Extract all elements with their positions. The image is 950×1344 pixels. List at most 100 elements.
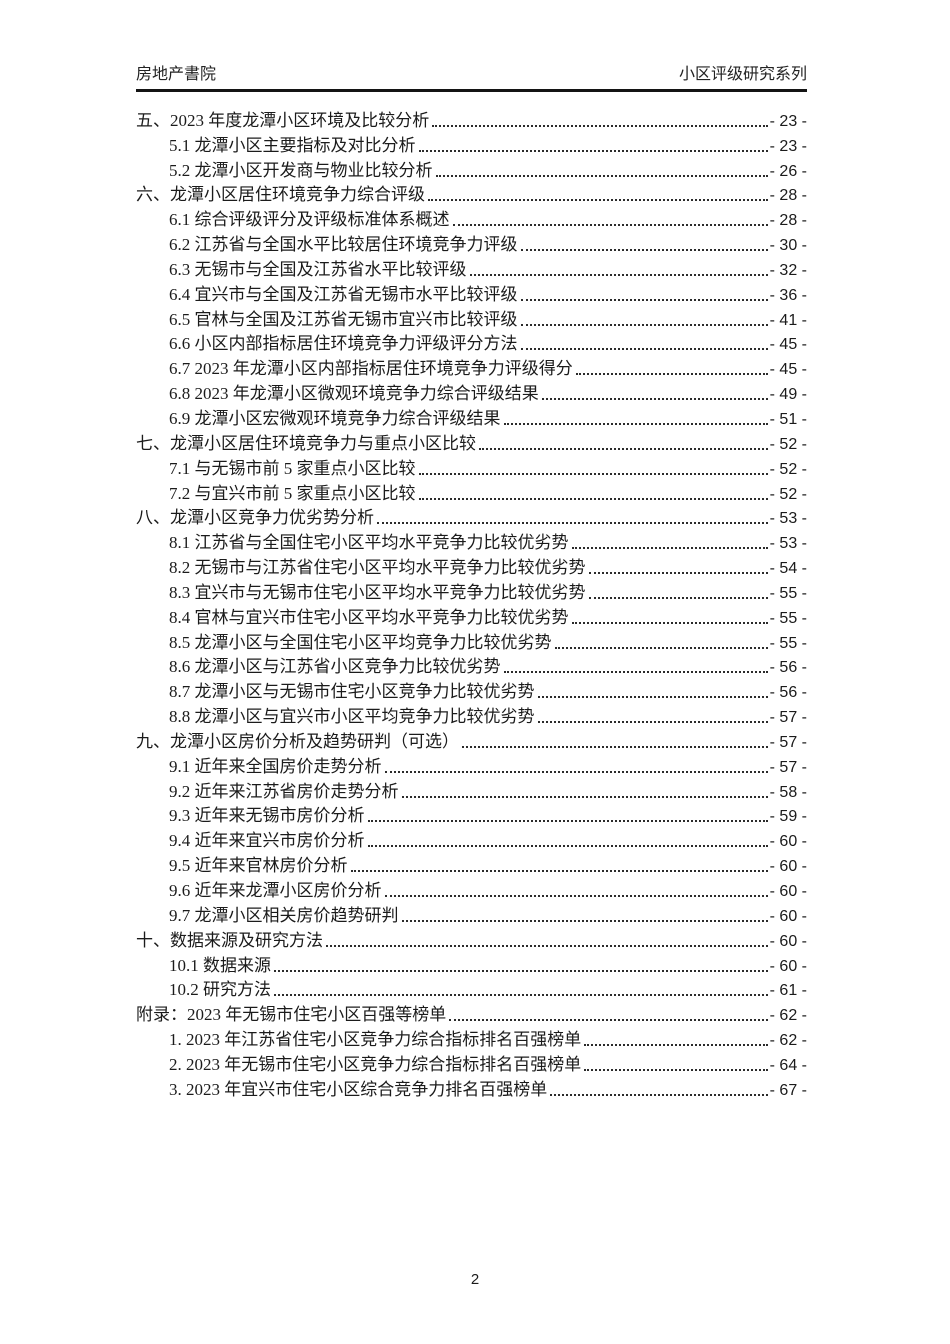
toc-entry[interactable]: 六、龙潭小区居住环境竞争力综合评级 - 28 - bbox=[136, 181, 807, 206]
toc-entry[interactable]: 6.7 2023 年龙潭小区内部指标居住环境竞争力评级得分 - 45 - bbox=[136, 354, 807, 379]
toc-entry[interactable]: 10.2 研究方法 - 61 - bbox=[136, 976, 807, 1001]
toc-entry-label: 10.2 研究方法 bbox=[169, 980, 271, 1000]
toc-entry-label: 附录：2023 年无锡市住宅小区百强等榜单 bbox=[136, 1005, 447, 1025]
toc-entry[interactable]: 9.4 近年来宜兴市房价分析 - 60 - bbox=[136, 826, 807, 851]
toc-entry[interactable]: 7.1 与无锡市前 5 家重点小区比较 - 52 - bbox=[136, 454, 807, 479]
toc-entry[interactable]: 9.1 近年来全国房价走势分析 - 57 - bbox=[136, 752, 807, 777]
toc-entry[interactable]: 8.8 龙潭小区与宜兴市小区平均竞争力比较优劣势 - 57 - bbox=[136, 702, 807, 727]
toc-entry-label: 五、2023 年度龙潭小区环境及比较分析 bbox=[136, 110, 430, 130]
toc-entry-page: - 52 - bbox=[769, 435, 807, 453]
toc-entry-page: - 23 - bbox=[769, 137, 807, 155]
toc-entry-page: - 45 - bbox=[769, 361, 807, 379]
dot-leader bbox=[449, 1019, 768, 1022]
toc-entry-page: - 58 - bbox=[769, 783, 807, 801]
dot-leader bbox=[571, 547, 768, 550]
toc-entry[interactable]: 8.5 龙潭小区与全国住宅小区平均竞争力比较优劣势 - 55 - bbox=[136, 628, 807, 653]
toc-entry[interactable]: 6.1 综合评级评分及评级标准体系概述 - 28 - bbox=[136, 205, 807, 230]
toc-entry-label: 十、数据来源及研究方法 bbox=[136, 930, 323, 950]
toc-entry-page: - 64 - bbox=[769, 1056, 807, 1074]
toc-entry-label: 5.2 龙潭小区开发商与物业比较分析 bbox=[169, 160, 433, 180]
dot-leader bbox=[274, 969, 768, 972]
toc-entry-label: 八、龙潭小区竞争力优劣势分析 bbox=[136, 508, 374, 528]
page-footer: 2 bbox=[0, 1271, 950, 1288]
dot-leader bbox=[503, 422, 768, 425]
toc-entry-page: - 30 - bbox=[769, 237, 807, 255]
toc-entry[interactable]: 十、数据来源及研究方法 - 60 - bbox=[136, 926, 807, 951]
toc-entry[interactable]: 6.8 2023 年龙潭小区微观环境竞争力综合评级结果 - 49 - bbox=[136, 379, 807, 404]
toc-entry[interactable]: 6.5 官林与全国及江苏省无锡市宜兴市比较评级 - 41 - bbox=[136, 305, 807, 330]
toc-entry-page: - 60 - bbox=[769, 883, 807, 900]
toc-entry[interactable]: 九、龙潭小区房价分析及趋势研判（可选） - 57 - bbox=[136, 727, 807, 752]
dot-leader bbox=[575, 373, 768, 376]
toc-entry-label: 2. 2023 年无锡市住宅小区竞争力综合指标排名百强榜单 bbox=[169, 1054, 582, 1074]
toc-entry[interactable]: 9.6 近年来龙潭小区房价分析 - 60 - bbox=[136, 876, 807, 901]
dot-leader bbox=[584, 1068, 768, 1071]
toc-entry[interactable]: 9.3 近年来无锡市房价分析 - 59 - bbox=[136, 802, 807, 827]
toc-entry-page: - 53 - bbox=[769, 510, 807, 528]
toc-entry[interactable]: 6.4 宜兴市与全国及江苏省无锡市水平比较评级 - 36 - bbox=[136, 280, 807, 305]
toc-entry[interactable]: 9.2 近年来江苏省房价走势分析 - 58 - bbox=[136, 777, 807, 802]
toc-entry[interactable]: 9.7 龙潭小区相关房价趋势研判 - 60 - bbox=[136, 901, 807, 926]
toc-entry-label: 7.1 与无锡市前 5 家重点小区比较 bbox=[169, 458, 416, 478]
toc-entry[interactable]: 五、2023 年度龙潭小区环境及比较分析 - 23 - bbox=[136, 106, 807, 131]
toc-entry[interactable]: 6.3 无锡市与全国及江苏省水平比较评级 - 32 - bbox=[136, 255, 807, 280]
toc-entry[interactable]: 七、龙潭小区居住环境竞争力与重点小区比较 - 52 - bbox=[136, 429, 807, 454]
toc-entry-page: - 54 - bbox=[769, 560, 807, 578]
toc-entry-page: - 62 - bbox=[769, 1032, 807, 1050]
toc-entry-label: 9.1 近年来全国房价走势分析 bbox=[169, 756, 382, 776]
toc-entry[interactable]: 8.7 龙潭小区与无锡市住宅小区竞争力比较优劣势 - 56 - bbox=[136, 677, 807, 702]
toc-entry-page: - 61 - bbox=[769, 982, 807, 1000]
toc-entry-label: 10.1 数据来源 bbox=[169, 955, 271, 975]
dot-leader bbox=[537, 696, 768, 699]
toc-entry-label: 8.5 龙潭小区与全国住宅小区平均竞争力比较优劣势 bbox=[169, 632, 552, 652]
toc-entry-page: - 51 - bbox=[769, 410, 807, 428]
dot-leader bbox=[428, 199, 768, 202]
toc-entry-page: - 55 - bbox=[769, 609, 807, 627]
toc-entry-page: - 52 - bbox=[769, 485, 807, 503]
toc-entry[interactable]: 6.9 龙潭小区宏微观环境竞争力综合评级结果 - 51 - bbox=[136, 404, 807, 429]
toc-entry-page: - 55 - bbox=[769, 584, 807, 602]
dot-leader bbox=[584, 1044, 768, 1047]
dot-leader bbox=[503, 671, 768, 674]
toc-entry-label: 9.3 近年来无锡市房价分析 bbox=[169, 806, 365, 826]
toc-entry-label: 5.1 龙潭小区主要指标及对比分析 bbox=[169, 135, 416, 155]
dot-leader bbox=[452, 224, 768, 227]
toc-entry[interactable]: 6.2 江苏省与全国水平比较居住环境竞争力评级 - 30 - bbox=[136, 230, 807, 255]
toc-entry-label: 3. 2023 年宜兴市住宅小区综合竞争力排名百强榜单 bbox=[169, 1079, 548, 1099]
dot-leader bbox=[537, 721, 768, 724]
toc-entry-page: - 57 - bbox=[769, 709, 807, 727]
toc-entry[interactable]: 8.1 江苏省与全国住宅小区平均水平竞争力比较优劣势 - 53 - bbox=[136, 528, 807, 553]
toc-entry[interactable]: 附录：2023 年无锡市住宅小区百强等榜单 - 62 - bbox=[136, 1000, 807, 1025]
toc-entry[interactable]: 9.5 近年来官林房价分析 - 60 - bbox=[136, 851, 807, 876]
toc-entry-label: 6.1 综合评级评分及评级标准体系概述 bbox=[169, 210, 450, 230]
page-number: 2 bbox=[470, 1271, 480, 1288]
toc-entry-page: - 28 - bbox=[769, 212, 807, 230]
dot-leader bbox=[571, 621, 768, 624]
toc-entry[interactable]: 1. 2023 年江苏省住宅小区竞争力综合指标排名百强榜单 - 62 - bbox=[136, 1025, 807, 1050]
dot-leader bbox=[520, 348, 768, 351]
toc-entry[interactable]: 10.1 数据来源 - 60 - bbox=[136, 951, 807, 976]
dot-leader bbox=[520, 298, 768, 301]
dot-leader bbox=[401, 919, 768, 922]
toc-entry[interactable]: 5.2 龙潭小区开发商与物业比较分析 - 26 - bbox=[136, 156, 807, 181]
toc-entry[interactable]: 7.2 与宜兴市前 5 家重点小区比较 - 52 - bbox=[136, 479, 807, 504]
toc-entry[interactable]: 3. 2023 年宜兴市住宅小区综合竞争力排名百强榜单 - 67 - bbox=[136, 1075, 807, 1100]
dot-leader bbox=[418, 497, 768, 500]
toc-entry-label: 六、龙潭小区居住环境竞争力综合评级 bbox=[136, 185, 425, 205]
header-left-title: 房地产書院 bbox=[136, 66, 217, 83]
dot-leader bbox=[554, 646, 768, 649]
toc-entry-page: - 32 - bbox=[769, 261, 807, 279]
toc-entry[interactable]: 2. 2023 年无锡市住宅小区竞争力综合指标排名百强榜单 - 64 - bbox=[136, 1050, 807, 1075]
toc-entry[interactable]: 8.2 无锡市与江苏省住宅小区平均水平竞争力比较优劣势 - 54 - bbox=[136, 553, 807, 578]
toc-entry[interactable]: 8.3 宜兴市与无锡市住宅小区平均水平竞争力比较优劣势 - 55 - bbox=[136, 578, 807, 603]
toc-entry-label: 9.7 龙潭小区相关房价趋势研判 bbox=[169, 905, 399, 925]
toc-entry-label: 七、龙潭小区居住环境竞争力与重点小区比较 bbox=[136, 433, 476, 453]
toc-entry[interactable]: 8.6 龙潭小区与江苏省小区竞争力比较优劣势 - 56 - bbox=[136, 653, 807, 678]
toc-entry-page: - 52 - bbox=[769, 460, 807, 478]
toc-entry[interactable]: 5.1 龙潭小区主要指标及对比分析 - 23 - bbox=[136, 131, 807, 156]
dot-leader bbox=[401, 795, 768, 798]
toc-entry[interactable]: 八、龙潭小区竞争力优劣势分析 - 53 - bbox=[136, 504, 807, 529]
toc-entry[interactable]: 6.6 小区内部指标居住环境竞争力评级评分方法 - 45 - bbox=[136, 330, 807, 355]
dot-leader bbox=[384, 895, 768, 897]
toc-entry[interactable]: 8.4 官林与宜兴市住宅小区平均水平竞争力比较优劣势 - 55 - bbox=[136, 603, 807, 628]
